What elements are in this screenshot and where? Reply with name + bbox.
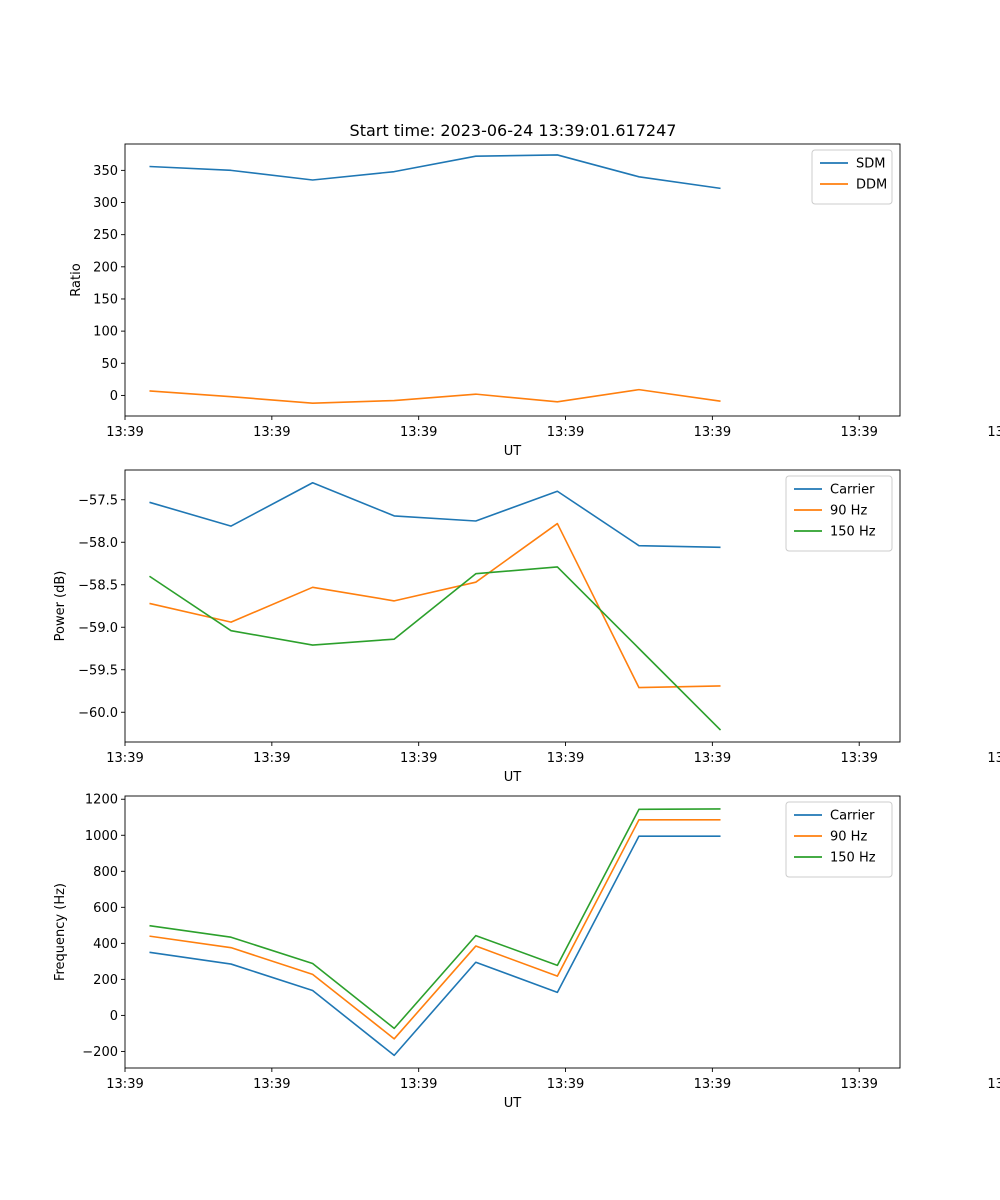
subplot-1: 0 50 100 150 200 250 300 350 13:39 13:39 13:39 13:3… (69, 143, 1000, 459)
y-tick-label: 150 (93, 292, 118, 307)
axes-frame (124, 795, 901, 1069)
legend: Carrier 90 Hz 150 Hz (785, 801, 893, 878)
y-axis-label: Frequency (Hz) (53, 883, 68, 981)
x-tick-label: 13:39 (840, 425, 877, 440)
legend-label: DDM (856, 178, 887, 193)
y-axis-label: Power (dB) (53, 571, 68, 642)
axes-frame (124, 469, 901, 743)
x-tick-label: 13:39 (694, 425, 731, 440)
y-tick-label: 1200 (85, 793, 118, 808)
x-tick-label: 13:39 (400, 751, 437, 766)
legend-label: 150 Hz (830, 525, 876, 540)
series-line-sdm (149, 154, 721, 190)
y-tick-label: 200 (93, 973, 118, 988)
x-tick-label: 13:39 (547, 751, 584, 766)
y-tick-label: 50 (101, 357, 118, 372)
y-tick-label: −58.5 (78, 578, 118, 593)
x-tick-label: 13:39 (106, 425, 143, 440)
x-tick-label: 13:39 (694, 751, 731, 766)
legend-label: Carrier (830, 483, 875, 498)
series-line-150-hz (149, 566, 722, 731)
x-axis-label: UT (504, 444, 522, 459)
y-tick-label: 1000 (85, 829, 118, 844)
y-tick-label: 0 (110, 389, 118, 404)
y-tick-label: −57.5 (78, 493, 118, 508)
x-tick-label: 13:39 (106, 1077, 143, 1092)
x-axis-label: UT (504, 770, 522, 785)
y-tick-label: 400 (93, 937, 118, 952)
y-tick-label: 250 (93, 228, 118, 243)
y-tick-label: −200 (82, 1045, 118, 1060)
figure-title: Start time: 2023-06-24 13:39:01.617247 (350, 121, 677, 140)
legend-label: 90 Hz (830, 504, 867, 519)
y-tick-label: 300 (93, 196, 118, 211)
x-tick-label: 13:40 (987, 425, 1000, 440)
legend-label: SDM (856, 157, 885, 172)
y-tick-label: −59.0 (78, 621, 118, 636)
x-tick-label: 13:39 (840, 1077, 877, 1092)
x-tick-label: 13:39 (400, 425, 437, 440)
y-tick-label: 200 (93, 260, 118, 275)
y-tick-label: −58.0 (78, 536, 118, 551)
x-tick-label: 13:39 (253, 425, 290, 440)
x-tick-label: 13:39 (253, 751, 290, 766)
legend-label: 150 Hz (830, 851, 876, 866)
y-tick-label: 800 (93, 865, 118, 880)
x-tick-label: 13:39 (547, 1077, 584, 1092)
x-tick-label: 13:39 (547, 425, 584, 440)
legend-box (785, 801, 893, 878)
legend-box (785, 475, 893, 552)
x-tick-label: 13:39 (840, 751, 877, 766)
series-line-150-hz (149, 808, 721, 1030)
legend: Carrier 90 Hz 150 Hz (785, 475, 893, 552)
series-line-90-hz (149, 522, 721, 689)
series-line-90-hz (149, 818, 721, 1040)
y-tick-label: −59.5 (78, 663, 118, 678)
x-tick-label: 13:39 (106, 751, 143, 766)
subplot-2: −60.0 −59.5 −59.0 −58.5 −58.0 −57.5 13:39 13:39… (53, 469, 1000, 785)
legend-label: 90 Hz (830, 830, 867, 845)
x-axis-label: UT (504, 1096, 522, 1111)
series-line-carrier (149, 835, 721, 1057)
y-axis-label: Ratio (69, 263, 84, 296)
x-tick-label: 13:40 (987, 1077, 1000, 1092)
series-line-carrier (149, 481, 721, 549)
legend-label: Carrier (830, 809, 875, 824)
series-line-ddm (149, 388, 721, 404)
subplots: 0 50 100 150 200 250 300 350 13:39 13:39 13:39 13:3… (53, 143, 1000, 1111)
x-tick-label: 13:39 (400, 1077, 437, 1092)
y-tick-label: 600 (93, 901, 118, 916)
subplot-3: −200 0 200 400 600 800 1000 1200 13:39 13:39 13:39… (53, 793, 1000, 1111)
x-tick-label: 13:39 (253, 1077, 290, 1092)
x-tick-label: 13:40 (987, 751, 1000, 766)
axes-frame (124, 143, 901, 417)
y-tick-label: 350 (93, 164, 118, 179)
y-tick-label: 100 (93, 325, 118, 340)
legend: SDM DDM (811, 149, 893, 205)
y-tick-label: −60.0 (78, 706, 118, 721)
x-tick-label: 13:39 (694, 1077, 731, 1092)
y-tick-label: 0 (110, 1009, 118, 1024)
